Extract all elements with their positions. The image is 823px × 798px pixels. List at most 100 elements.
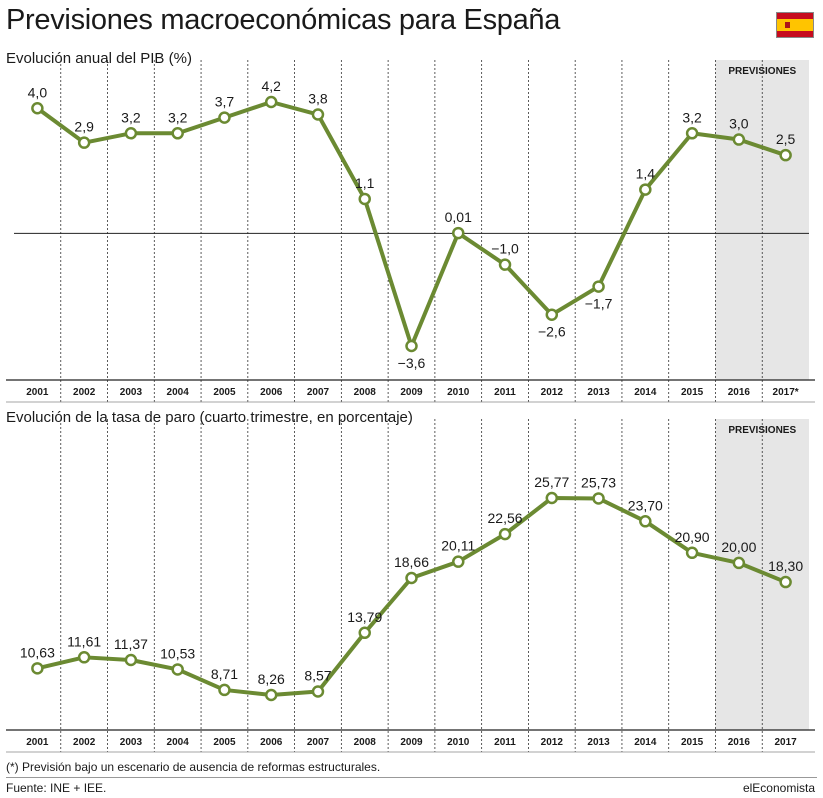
gdp-value-label: −2,6: [538, 324, 566, 340]
paro-tick-label: 2009: [400, 737, 423, 748]
gdp-tick-label: 2015: [681, 387, 704, 398]
gdp-tick-label: 2004: [167, 387, 190, 398]
paro-point: [732, 556, 746, 570]
paro-point: [405, 571, 418, 585]
paro-value-label: 8,71: [211, 666, 238, 682]
gdp-value-label: 1,4: [636, 166, 656, 182]
paro-tick-label: 2017: [774, 737, 797, 748]
gdp-value-label: 3,2: [121, 109, 141, 125]
gdp-point: [405, 339, 418, 353]
gdp-value-label: 2,5: [776, 131, 796, 147]
paro-point: [124, 653, 138, 667]
paro-tick-label: 2001: [26, 737, 49, 748]
paro-point: [77, 651, 91, 664]
paro-point: [31, 662, 44, 675]
paro-point: [358, 626, 371, 640]
gdp-point: [218, 111, 231, 124]
paro-tick-label: 2002: [73, 737, 96, 748]
paro-value-label: 13,79: [347, 609, 382, 625]
gdp-chart-title: Evolución anual del PIB (%): [6, 50, 192, 67]
gdp-tick-label: 2007: [307, 387, 330, 398]
gdp-point: [311, 108, 325, 121]
paro-value-label: 18,30: [768, 558, 803, 574]
paro-point: [498, 527, 512, 541]
paro-point: [639, 515, 652, 528]
paro-point: [685, 546, 699, 560]
gdp-value-label: 2,9: [74, 119, 94, 135]
paro-tick-label: 2011: [494, 737, 516, 748]
gdp-point: [171, 127, 184, 140]
gdp-point: [498, 258, 512, 271]
paro-point: [171, 663, 184, 676]
paro-value-label: 25,77: [534, 474, 569, 490]
paro-series-line: [36, 496, 787, 697]
spain-flag-icon: [776, 12, 814, 38]
gdp-point: [732, 133, 746, 146]
footnote: (*) Previsión bajo un escenario de ausen…: [6, 760, 381, 774]
gdp-tick-label: 2013: [587, 387, 610, 398]
paro-tick-label: 2013: [587, 737, 610, 748]
paro-point: [545, 491, 559, 505]
gdp-point: [264, 95, 278, 109]
unemployment-chart-title: Evolución de la tasa de paro (cuarto tri…: [6, 409, 413, 426]
paro-point: [779, 575, 792, 589]
gdp-tick-label: 2012: [541, 387, 564, 398]
gdp-tick-label: 2003: [120, 387, 143, 398]
gdp-point: [77, 136, 91, 149]
paro-point: [452, 555, 465, 568]
paro-tick-label: 2016: [728, 737, 751, 748]
footer-divider: [6, 777, 817, 778]
gdp-tick-label: 2002: [73, 387, 96, 398]
paro-value-label: 8,26: [258, 671, 285, 687]
gdp-value-label: 3,7: [215, 94, 235, 110]
gdp-point: [124, 127, 138, 140]
gdp-tick-label: 2008: [354, 387, 377, 398]
paro-value-label: 10,53: [160, 645, 195, 661]
gdp-series-line: [36, 100, 787, 348]
gdp-point: [545, 308, 559, 321]
paro-tick-label: 2003: [120, 737, 143, 748]
gdp-value-label: 3,8: [308, 91, 328, 107]
paro-value-label: 10,63: [20, 644, 55, 660]
gdp-tick-label: 2009: [400, 387, 423, 398]
paro-tick-label: 2014: [634, 737, 657, 748]
gdp-tick-label: 2014: [634, 387, 657, 398]
gdp-value-label: −1,0: [491, 241, 519, 257]
gdp-point: [592, 280, 605, 293]
gdp-value-label: 3,0: [729, 116, 749, 132]
paro-forecast-label: PREVISIONES: [728, 425, 796, 436]
paro-tick-label: 2012: [541, 737, 564, 748]
paro-point: [264, 688, 278, 702]
gdp-tick-label: 2006: [260, 387, 283, 398]
gdp-tick-label: 2005: [213, 387, 236, 398]
paro-value-label: 22,56: [488, 510, 523, 526]
paro-value-label: 20,11: [441, 538, 475, 554]
paro-tick-label: 2006: [260, 737, 283, 748]
gdp-value-label: 4,2: [261, 78, 281, 94]
gdp-chart: PREVISIONES 4,0 2001 2,9 2002 3,2 2003 3,2 2004 3…: [6, 60, 815, 403]
unemployment-chart: PREVISIONES 10,63 2001 11,61 2002 11,37 2003 10…: [6, 419, 815, 753]
gdp-value-label: 1,1: [355, 175, 375, 191]
paro-value-label: 8,57: [304, 668, 331, 684]
gdp-value-label: 3,2: [682, 109, 702, 125]
paro-value-label: 18,66: [394, 554, 429, 570]
source-note: Fuente: INE + IEE.: [6, 781, 107, 795]
gdp-tick-label: 2017*: [773, 387, 799, 398]
gdp-point: [779, 148, 792, 162]
gdp-point: [358, 192, 371, 206]
gdp-point: [639, 183, 652, 196]
gdp-tick-label: 2001: [26, 387, 49, 398]
paro-value-label: 23,70: [628, 497, 663, 513]
gdp-tick-label: 2011: [494, 387, 516, 398]
paro-value-label: 11,37: [114, 636, 148, 652]
paro-tick-label: 2015: [681, 737, 704, 748]
paro-value-label: 11,61: [67, 633, 101, 649]
paro-tick-label: 2005: [213, 737, 236, 748]
paro-tick-label: 2004: [167, 737, 190, 748]
paro-point: [311, 685, 325, 698]
paro-tick-label: 2008: [354, 737, 377, 748]
gdp-value-label: 4,0: [28, 84, 48, 100]
gdp-point: [31, 102, 44, 115]
paro-value-label: 25,73: [581, 474, 616, 490]
gdp-tick-label: 2010: [447, 387, 470, 398]
